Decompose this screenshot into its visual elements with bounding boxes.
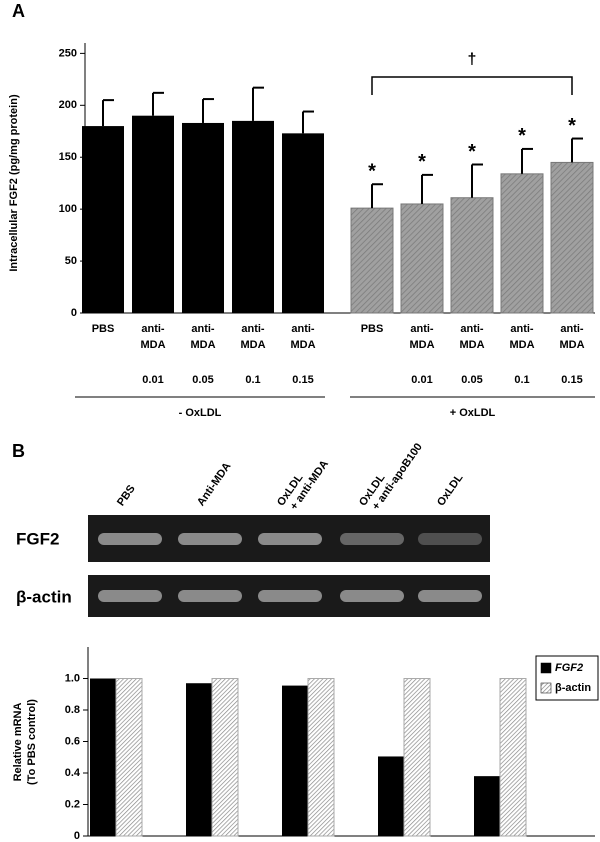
legend-swatch (540, 682, 552, 694)
bar (82, 126, 124, 313)
x-tick-label: anti-MDA (509, 323, 534, 351)
bar (474, 776, 500, 836)
bar (90, 678, 116, 836)
legend-label: β-actin (555, 682, 591, 694)
bar (282, 685, 308, 836)
x-tick-label: PBS (92, 323, 115, 335)
lane-label: Anti-MDA (195, 460, 234, 508)
x-tick-label: anti-MDA (290, 323, 315, 351)
x-tick-label: PBS (361, 323, 384, 335)
dose-label: 0.01 (411, 374, 432, 386)
bar (403, 678, 431, 837)
significance-marker: * (518, 125, 526, 147)
gel-band (418, 590, 482, 602)
lane-label: PBS (115, 483, 138, 508)
gel-band (178, 590, 242, 602)
dose-label: 0.05 (461, 374, 482, 386)
bracket (371, 76, 573, 95)
x-tick-label: anti-MDA (140, 323, 165, 351)
dose-label: 0.15 (561, 374, 582, 386)
y-tick-label: 250 (59, 47, 77, 59)
gel-band (258, 533, 322, 545)
y-tick-label: 0 (71, 307, 77, 319)
bar (499, 678, 527, 837)
bar (307, 678, 335, 837)
x-tick-label: anti-MDA (240, 323, 265, 351)
y-axis-label: Relative mRNA (12, 703, 24, 782)
dose-label: 0.1 (514, 374, 529, 386)
bar (550, 161, 594, 314)
y-tick-label: 0.2 (65, 798, 80, 810)
gel-band (258, 590, 322, 602)
gel-band (98, 533, 162, 545)
bar (282, 133, 324, 313)
bar (500, 173, 544, 314)
panel-label: A (12, 1, 25, 21)
lane-label: OxLDL (435, 472, 466, 509)
bar (186, 683, 212, 836)
dose-label: 0.05 (192, 374, 213, 386)
bar (378, 756, 404, 836)
dose-label: 0.15 (292, 374, 313, 386)
bar (232, 120, 274, 313)
gel-band (340, 590, 404, 602)
y-tick-label: 0.6 (65, 735, 80, 747)
bar (211, 678, 239, 837)
group-label: + OxLDL (450, 407, 496, 419)
gel-band (340, 533, 404, 545)
y-tick-label: 0.4 (65, 767, 81, 779)
bar (400, 203, 444, 314)
y-tick-label: 0.8 (65, 704, 80, 716)
legend-swatch (540, 662, 552, 674)
bar (350, 207, 394, 314)
gel-row-label: FGF2 (16, 529, 59, 548)
bar (182, 122, 224, 313)
y-tick-label: 0 (74, 830, 80, 842)
panel-label: B (12, 441, 25, 461)
gel-band (98, 590, 162, 602)
x-tick-label: anti-MDA (459, 323, 484, 351)
dose-label: 0.01 (142, 374, 163, 386)
bracket-label: † (468, 51, 477, 68)
group-label: - OxLDL (179, 407, 222, 419)
bar (115, 678, 143, 837)
y-tick-label: 1.0 (65, 672, 80, 684)
significance-marker: * (468, 141, 476, 163)
bar (132, 115, 174, 313)
y-tick-label: 100 (59, 203, 77, 215)
x-tick-label: anti-MDA (559, 323, 584, 351)
significance-marker: * (568, 115, 576, 137)
y-axis-label: (To PBS control) (26, 699, 38, 785)
y-tick-label: 50 (65, 255, 77, 267)
gel-band (178, 533, 242, 545)
gel-band (418, 533, 482, 545)
y-tick-label: 200 (59, 99, 77, 111)
significance-marker: * (418, 151, 426, 173)
significance-marker: * (368, 161, 376, 183)
x-tick-label: anti-MDA (190, 323, 215, 351)
y-tick-label: 150 (59, 151, 77, 163)
y-axis-label: Intracellular FGF2 (pg/mg protein) (8, 94, 20, 272)
gel-row-label: β-actin (16, 587, 72, 606)
x-tick-label: anti-MDA (409, 323, 434, 351)
dose-label: 0.1 (245, 374, 260, 386)
legend-label: FGF2 (555, 662, 583, 674)
bar (450, 197, 494, 314)
